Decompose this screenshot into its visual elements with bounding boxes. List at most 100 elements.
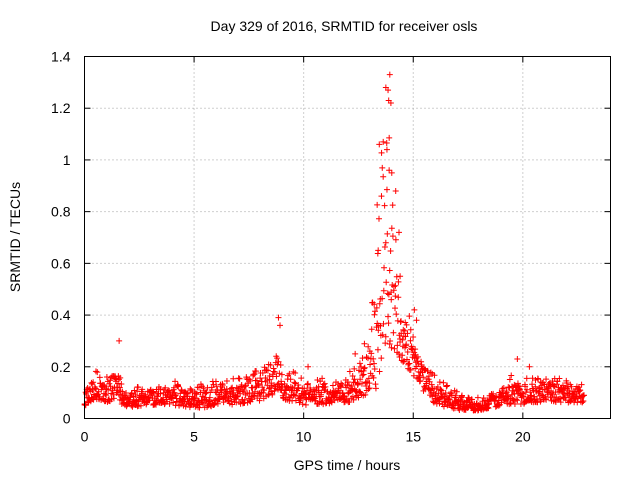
data-point: [210, 397, 217, 404]
data-point: [414, 353, 421, 360]
data-point: [118, 381, 125, 388]
data-point: [417, 377, 424, 384]
data-point: [375, 247, 382, 254]
data-point: [237, 390, 244, 397]
data-point: [298, 375, 305, 382]
data-point: [448, 389, 455, 396]
data-point: [175, 383, 182, 390]
data-point: [373, 304, 380, 311]
data-point: [304, 380, 311, 387]
data-point: [119, 388, 126, 395]
data-point: [453, 388, 460, 395]
data-point: [267, 361, 274, 368]
data-point: [404, 330, 411, 337]
data-point: [96, 374, 103, 381]
data-point: [535, 389, 542, 396]
data-point: [388, 169, 395, 176]
data-point: [321, 380, 328, 387]
data-point: [376, 300, 383, 307]
data-point: [429, 393, 436, 400]
data-point: [380, 287, 387, 294]
data-point: [537, 397, 544, 404]
data-point: [407, 326, 414, 333]
data-point: [544, 385, 551, 392]
data-point: [371, 366, 378, 373]
data-point: [241, 387, 248, 394]
data-point: [395, 278, 402, 285]
data-point: [505, 384, 512, 391]
data-point: [191, 394, 198, 401]
data-point: [195, 397, 202, 404]
data-point: [523, 375, 530, 382]
data-point: [386, 167, 393, 174]
y-axis-ticks: 0 0.2 0.4 0.6 0.8 1 1.2 1.4: [51, 49, 611, 427]
data-point: [392, 282, 399, 289]
data-point: [283, 391, 290, 398]
data-point: [578, 381, 585, 388]
y-tick-label: 1.4: [51, 49, 71, 65]
data-point: [360, 371, 367, 378]
data-point: [511, 381, 518, 388]
data-point: [514, 397, 521, 404]
data-point: [137, 402, 144, 409]
data-point: [383, 146, 390, 153]
y-axis-label: SRMTID / TECUs: [7, 182, 23, 292]
data-point: [382, 239, 389, 246]
data-point: [110, 391, 117, 398]
data-point: [200, 400, 207, 407]
data-point: [400, 358, 407, 365]
x-tick-label: 0: [81, 429, 89, 445]
data-point: [213, 383, 220, 390]
data-point: [346, 381, 353, 388]
data-point: [166, 388, 173, 395]
data-point: [82, 402, 89, 409]
data-point: [376, 141, 383, 148]
data-point: [257, 393, 264, 400]
data-point: [166, 400, 173, 407]
data-point: [399, 352, 406, 359]
data-point: [426, 386, 433, 393]
data-point: [365, 343, 372, 350]
data-point: [412, 346, 419, 353]
data-point: [370, 374, 377, 381]
data-point: [387, 247, 394, 254]
data-point: [393, 311, 400, 318]
data-point: [192, 395, 199, 402]
data-point: [359, 372, 366, 379]
data-point: [516, 383, 523, 390]
data-point: [206, 394, 213, 401]
x-tick-label: 10: [296, 429, 312, 445]
data-point: [391, 345, 398, 352]
data-point: [458, 392, 465, 399]
data-point: [382, 333, 389, 340]
data-point: [544, 391, 551, 398]
data-point: [266, 372, 273, 379]
data-point: [513, 396, 520, 403]
x-tick-label: 5: [190, 429, 198, 445]
x-axis-ticks: 0 5 10 15 20: [81, 56, 531, 445]
data-point: [192, 390, 199, 397]
data-point: [110, 395, 117, 402]
data-point: [172, 392, 179, 399]
data-point: [177, 390, 184, 397]
data-point: [406, 313, 413, 320]
data-point: [381, 243, 388, 250]
data-point: [302, 390, 309, 397]
data-point: [251, 371, 258, 378]
data-point: [431, 372, 438, 379]
data-point: [214, 400, 221, 407]
data-point: [379, 164, 386, 171]
data-point: [438, 387, 445, 394]
data-point: [557, 395, 564, 402]
data-point: [299, 401, 306, 408]
data-point: [498, 399, 505, 406]
data-point: [346, 398, 353, 405]
data-point: [116, 337, 123, 344]
data-point: [407, 366, 414, 373]
data-point: [230, 375, 237, 382]
data-point: [397, 335, 404, 342]
data-point: [387, 338, 394, 345]
data-point: [398, 318, 405, 325]
data-point: [184, 389, 191, 396]
